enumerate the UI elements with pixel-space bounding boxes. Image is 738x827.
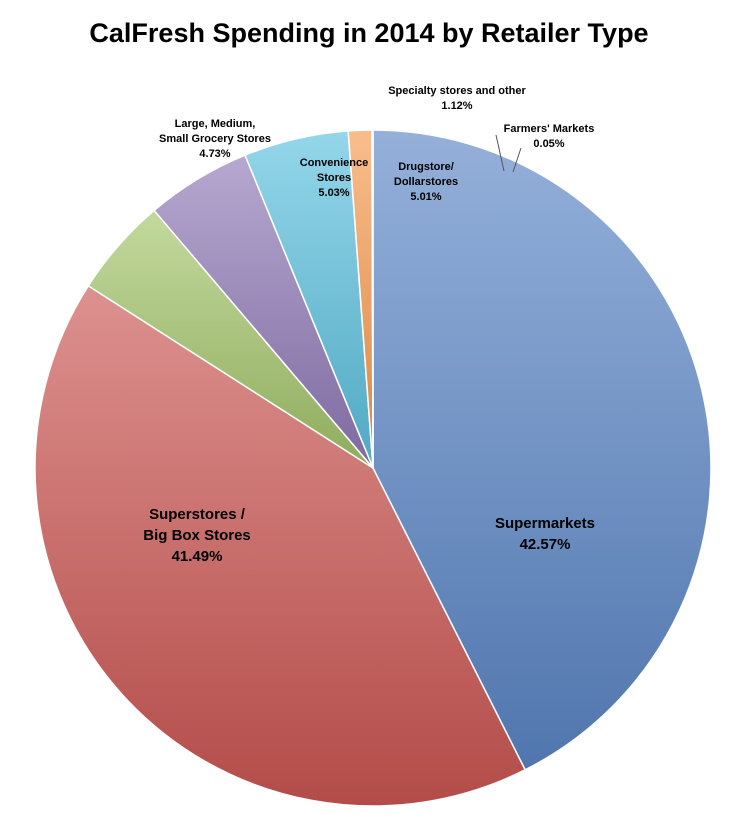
slice-label-3: Convenience Stores 5.03% bbox=[300, 157, 368, 199]
slice-label-0: Supermarkets 42.57% bbox=[495, 515, 595, 553]
slice-label-4: Drugstore/Dollarstores 5.01% bbox=[394, 161, 458, 203]
leader-line-6 bbox=[512, 147, 522, 173]
slice-label-1: Superstores / Big Box Stores 41.49% bbox=[143, 506, 251, 565]
leader-line-5 bbox=[495, 134, 505, 172]
pie-slice-6 bbox=[371, 129, 374, 469]
chart-title: CalFresh Spending in 2014 by Retailer Ty… bbox=[89, 18, 649, 48]
slice-label-5: Specialty stores and other 1.12% bbox=[388, 85, 526, 112]
slice-label-6: Farmers' Markets 0.05% bbox=[504, 123, 595, 150]
pie-slice-1 bbox=[34, 284, 527, 807]
slice-label-2: Large, Medium, Small Grocery Stores 4.73% bbox=[159, 118, 271, 160]
